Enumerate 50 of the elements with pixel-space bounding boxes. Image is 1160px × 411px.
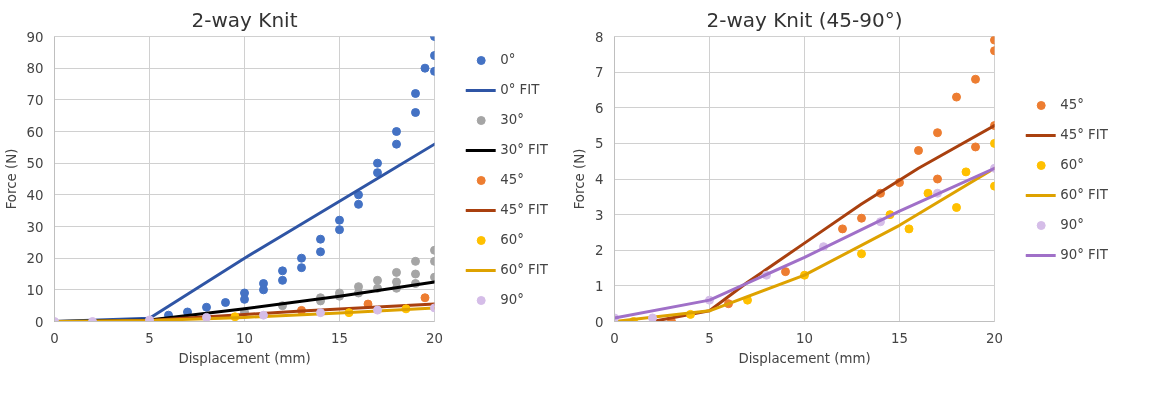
chart-title: 2-way Knit [191, 7, 298, 32]
y-tick-label: 4 [595, 172, 604, 187]
legend-label: 45° FIT [500, 202, 548, 217]
x-tick-label: 10 [236, 330, 253, 346]
x-tick-label: 10 [796, 330, 813, 346]
x-tick-label: 0 [610, 330, 619, 346]
x-tick-label: 0 [50, 330, 59, 346]
y-tick-label: 10 [26, 282, 44, 298]
y-tick-label: 7 [595, 65, 604, 81]
y-tick-label: 70 [26, 92, 44, 108]
y-axis-title: Force (N) [3, 148, 19, 210]
legend-label: 45° [500, 172, 524, 187]
x-tick-label: 15 [331, 330, 348, 346]
x-axis-title: Displacement (mm) [178, 350, 311, 366]
legend-label: 60° [1060, 157, 1084, 172]
y-tick-label: 90 [26, 29, 44, 45]
x-tick-label: 5 [705, 330, 714, 346]
legend-label: 60° [500, 232, 524, 247]
y-tick-label: 8 [595, 29, 604, 45]
x-tick-label: 15 [891, 330, 908, 346]
y-tick-label: 5 [595, 136, 604, 152]
y-tick-label: 3 [595, 207, 604, 223]
y-tick-label: 60 [26, 124, 44, 140]
y-tick-label: 0 [35, 314, 44, 330]
y-tick-label: 80 [26, 61, 44, 77]
legend-label: 90° FIT [1060, 247, 1108, 262]
legend-label: 90° [1060, 217, 1084, 232]
x-tick-label: 20 [986, 330, 1003, 346]
y-tick-label: 30 [26, 219, 44, 235]
x-tick-label: 5 [145, 330, 154, 346]
legend-label: 60° FIT [500, 262, 548, 277]
y-tick-label: 6 [595, 100, 604, 116]
y-tick-label: 50 [26, 156, 44, 172]
y-tick-label: 2 [595, 243, 604, 259]
legend-label: 0° [500, 52, 517, 67]
legend-label: 45° FIT [1060, 127, 1108, 142]
x-axis-title: Displacement (mm) [738, 350, 871, 366]
y-tick-label: 0 [595, 314, 604, 330]
y-tick-label: 40 [26, 187, 44, 203]
legend-label: 90° [500, 292, 524, 307]
legend-label: 60° FIT [1060, 187, 1108, 202]
y-tick-label: 20 [26, 251, 44, 267]
y-axis-title: Force (N) [572, 148, 588, 210]
y-tick-label: 1 [595, 278, 604, 294]
legend-label: 0° FIT [500, 82, 540, 97]
chart-title: 2-way Knit (45-90°) [706, 7, 903, 32]
legend-label: 30° FIT [500, 142, 548, 157]
x-tick-label: 20 [426, 330, 443, 346]
legend-label: 45° [1060, 97, 1084, 112]
legend-label: 30° [500, 112, 524, 127]
